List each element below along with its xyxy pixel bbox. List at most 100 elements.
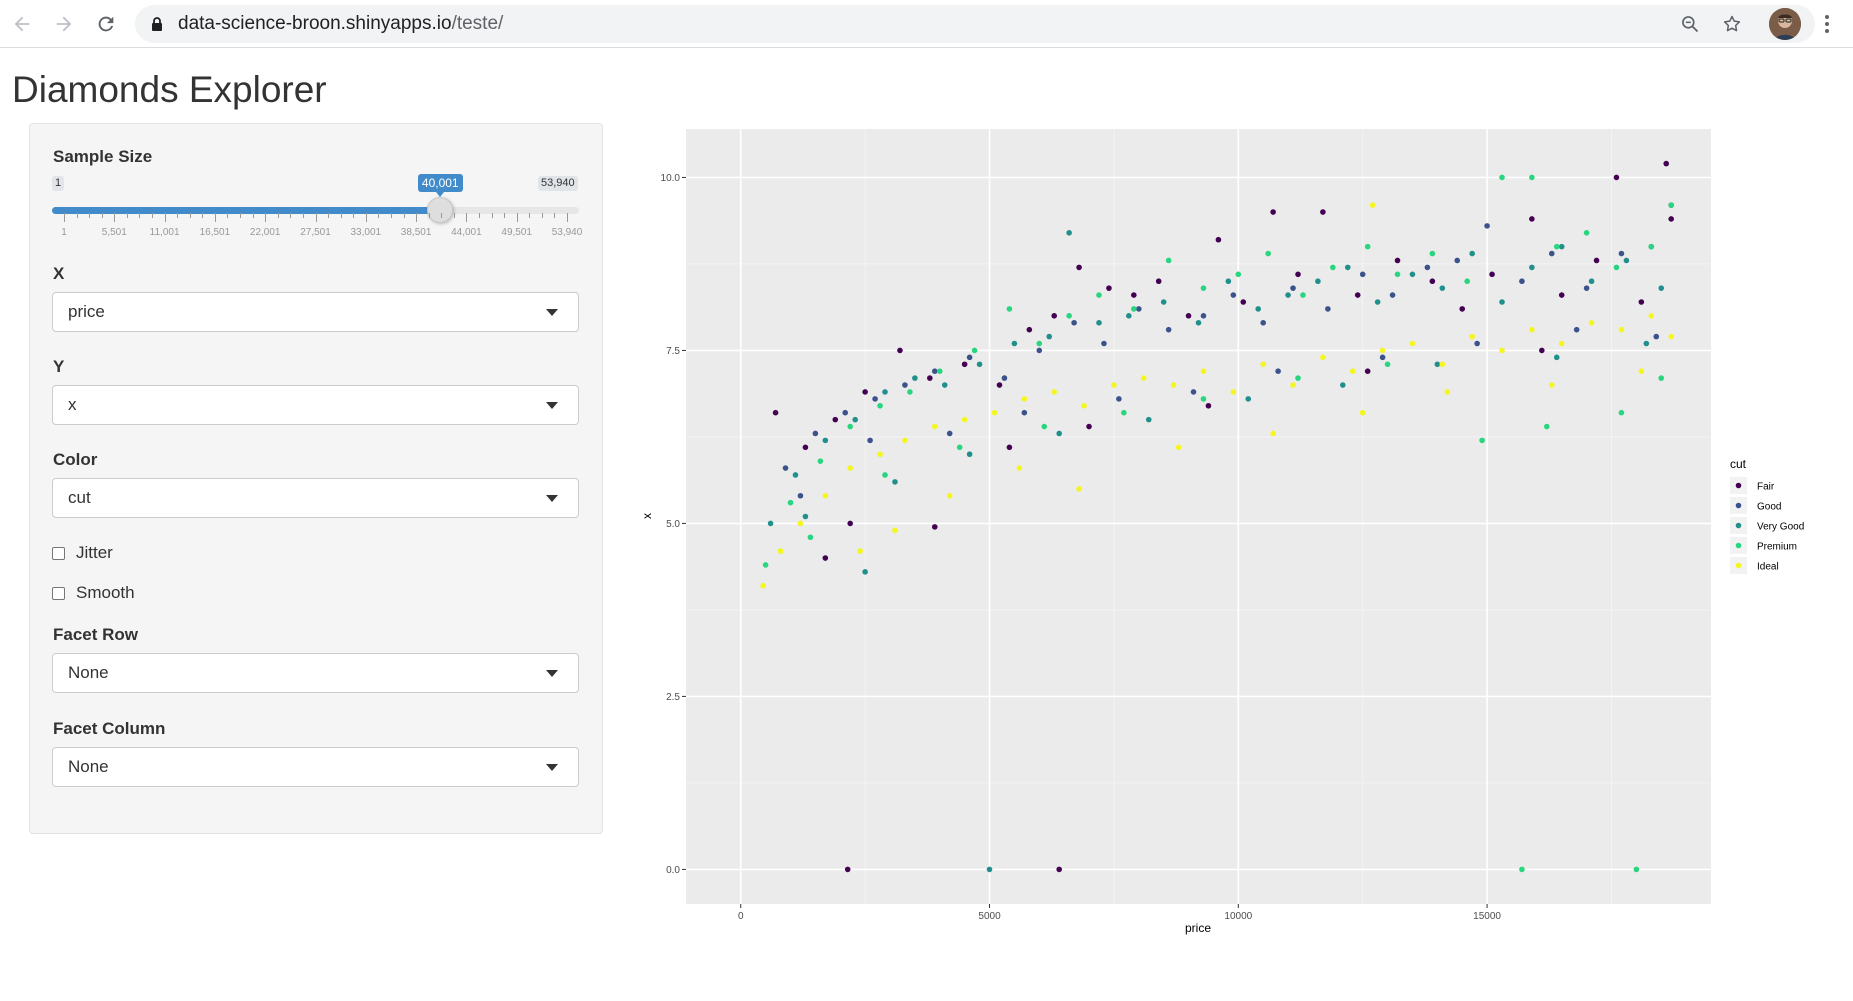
data-point-ideal	[1016, 465, 1023, 471]
data-point-good	[1474, 340, 1480, 347]
facet-column-select[interactable]: None	[52, 747, 579, 787]
legend-title: cut	[1730, 457, 1747, 471]
checkbox-box[interactable]	[52, 586, 65, 600]
data-point-good	[1359, 271, 1366, 278]
forward-button[interactable]	[48, 8, 80, 40]
back-button[interactable]	[6, 8, 38, 40]
data-point-good	[1135, 306, 1142, 312]
data-point-very-good	[1553, 354, 1560, 361]
color-label: Color	[53, 450, 98, 469]
slider-minor-tick	[390, 213, 392, 218]
slider-tick-label: 38,501	[400, 227, 432, 238]
slider-tick-label: 1	[61, 227, 67, 238]
slider-tick-label: 33,001	[350, 227, 382, 238]
data-point-fair	[822, 555, 829, 561]
profile-avatar[interactable]	[1769, 8, 1801, 40]
sidebar-panel: Sample Size 1 53,940 40,001 1 5,501 11,001…	[29, 123, 603, 834]
data-point-premium	[1544, 423, 1550, 430]
data-point-very-good	[1409, 271, 1416, 278]
url-text[interactable]: data-science-broon.shinyapps.io/teste/	[178, 12, 503, 36]
smooth-label: Smooth	[76, 583, 135, 602]
data-point-ideal	[1558, 340, 1565, 347]
x-select[interactable]: price	[52, 292, 579, 332]
y-tick-label: 10.0	[661, 173, 681, 184]
slider-handle[interactable]	[426, 197, 453, 223]
slider-minor-tick	[252, 213, 254, 218]
slider-minor-tick	[478, 213, 480, 218]
legend: cut Fair Good Very Good Premium Ideal	[1730, 457, 1804, 574]
data-point-good	[1325, 306, 1331, 312]
data-point-premium	[1613, 264, 1620, 271]
data-point-ideal	[991, 409, 998, 416]
data-point-fair	[1364, 368, 1371, 374]
color-select[interactable]: cut	[52, 478, 579, 518]
data-point-good	[867, 437, 873, 444]
facet-column-label: Facet Column	[53, 719, 166, 738]
data-point-premium	[1648, 243, 1655, 250]
y-tick-label: 0.0	[666, 865, 680, 876]
data-point-good	[1260, 319, 1266, 326]
data-point-ideal	[1499, 347, 1505, 354]
data-point-very-good	[1126, 313, 1132, 319]
back-arrow-icon	[14, 16, 30, 32]
data-point-premium	[1479, 437, 1485, 444]
slider-minor-tick	[491, 213, 493, 218]
data-point-fair	[1051, 313, 1058, 319]
chevron-down-icon	[546, 309, 558, 316]
data-point-premium	[1464, 278, 1470, 285]
data-point-very-good	[1096, 319, 1102, 326]
data-point-premium	[1394, 271, 1401, 278]
data-point-ideal	[946, 492, 953, 499]
data-point-fair	[1593, 257, 1600, 264]
bookmark-button[interactable]	[1718, 10, 1746, 38]
address-bar[interactable]	[135, 5, 1815, 43]
facet-row-select[interactable]: None	[52, 653, 579, 693]
slider-tick-label: 49,501	[501, 227, 532, 238]
data-point-ideal	[1320, 354, 1326, 361]
data-point-ideal	[1409, 340, 1416, 347]
data-point-ideal	[1618, 326, 1625, 333]
data-point-premium	[1658, 375, 1665, 381]
legend-entry-label: Fair	[1757, 482, 1775, 493]
slider-major-tick	[466, 213, 468, 222]
data-point-very-good	[1315, 278, 1321, 285]
slider-minor-tick	[302, 213, 304, 218]
jitter-checkbox[interactable]: Jitter	[52, 542, 113, 564]
data-point-very-good	[1499, 299, 1505, 305]
slider-major-tick	[365, 213, 367, 222]
data-point-good	[1389, 292, 1396, 298]
slider-minor-tick	[189, 213, 191, 218]
slider-minor-tick	[152, 213, 154, 218]
data-point-fair	[1106, 285, 1112, 291]
smooth-checkbox[interactable]: Smooth	[52, 582, 135, 604]
y-select-value: x	[68, 395, 77, 414]
checkbox-box[interactable]	[52, 546, 65, 560]
legend-swatch	[1735, 482, 1742, 489]
data-point-ideal	[1290, 382, 1296, 388]
data-point-fair	[1295, 271, 1301, 278]
data-point-very-good	[1145, 416, 1152, 423]
facet-column-select-value: None	[68, 757, 109, 776]
data-point-premium	[1583, 229, 1590, 236]
zoom-button[interactable]	[1676, 10, 1704, 38]
reload-button[interactable]	[90, 8, 122, 40]
y-select[interactable]: x	[52, 385, 579, 425]
data-point-very-good	[1160, 299, 1167, 305]
data-point-good	[931, 368, 938, 374]
data-point-ideal	[1379, 347, 1386, 354]
data-point-fair	[1429, 278, 1436, 285]
data-point-premium	[1036, 340, 1043, 347]
data-point-fair	[1076, 264, 1082, 271]
slider-major-tick	[64, 213, 65, 222]
data-point-ideal	[1076, 486, 1082, 492]
browser-menu-button[interactable]	[1817, 10, 1837, 38]
avatar-icon	[1769, 8, 1801, 40]
slider-tick-label: 27,501	[300, 227, 331, 238]
data-point-ideal	[1444, 389, 1451, 395]
x-label: X	[53, 264, 65, 283]
data-point-very-good	[1588, 278, 1595, 285]
data-point-fair	[961, 361, 968, 368]
slider-tick-label: 53,940	[551, 227, 583, 238]
slider-minor-tick	[340, 213, 342, 218]
data-point-ideal	[1529, 326, 1535, 333]
